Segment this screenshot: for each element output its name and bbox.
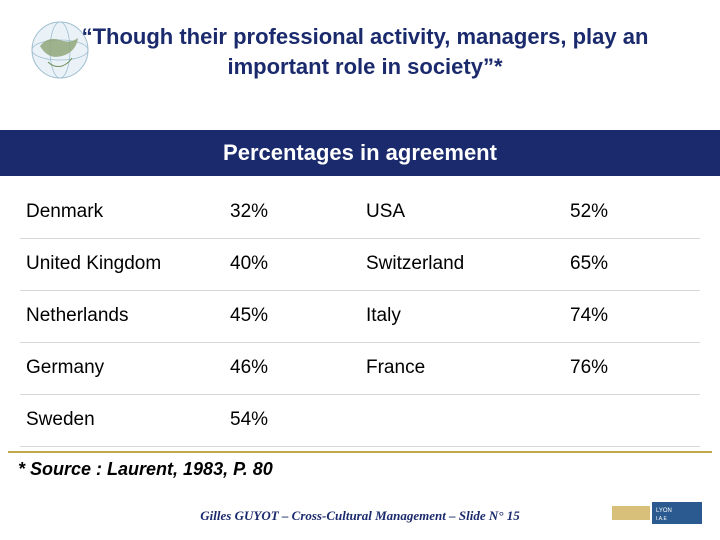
percent-cell: 45% (224, 290, 360, 342)
percent-cell: 65% (564, 238, 700, 290)
country-cell: Denmark (20, 186, 224, 238)
svg-text:LYON: LYON (656, 508, 672, 514)
percentages-table: Denmark 32% USA 52% United Kingdom 40% S… (20, 186, 700, 447)
country-cell: Italy (360, 290, 564, 342)
university-logo-icon: LYON I.A.E (612, 498, 702, 528)
percent-cell: 52% (564, 186, 700, 238)
table-row: Denmark 32% USA 52% (20, 186, 700, 238)
country-cell: Germany (20, 342, 224, 394)
percent-cell: 76% (564, 342, 700, 394)
source-citation: * Source : Laurent, 1983, P. 80 (18, 459, 273, 480)
country-cell: Sweden (20, 394, 224, 446)
percent-cell (564, 394, 700, 446)
table-row: Germany 46% France 76% (20, 342, 700, 394)
country-cell: USA (360, 186, 564, 238)
table-header-text: Percentages in agreement (223, 140, 497, 166)
country-cell: United Kingdom (20, 238, 224, 290)
country-cell: Netherlands (20, 290, 224, 342)
svg-text:I.A.E: I.A.E (656, 516, 668, 522)
table-row: United Kingdom 40% Switzerland 65% (20, 238, 700, 290)
table-row: Netherlands 45% Italy 74% (20, 290, 700, 342)
slide-title: “Though their professional activity, man… (40, 22, 690, 81)
percent-cell: 54% (224, 394, 360, 446)
table-row: Sweden 54% (20, 394, 700, 446)
percent-cell: 46% (224, 342, 360, 394)
percent-cell: 32% (224, 186, 360, 238)
country-cell (360, 394, 564, 446)
percent-cell: 40% (224, 238, 360, 290)
divider-rule (8, 451, 712, 453)
percent-cell: 74% (564, 290, 700, 342)
table-header-banner: Percentages in agreement (0, 130, 720, 176)
country-cell: Switzerland (360, 238, 564, 290)
country-cell: France (360, 342, 564, 394)
